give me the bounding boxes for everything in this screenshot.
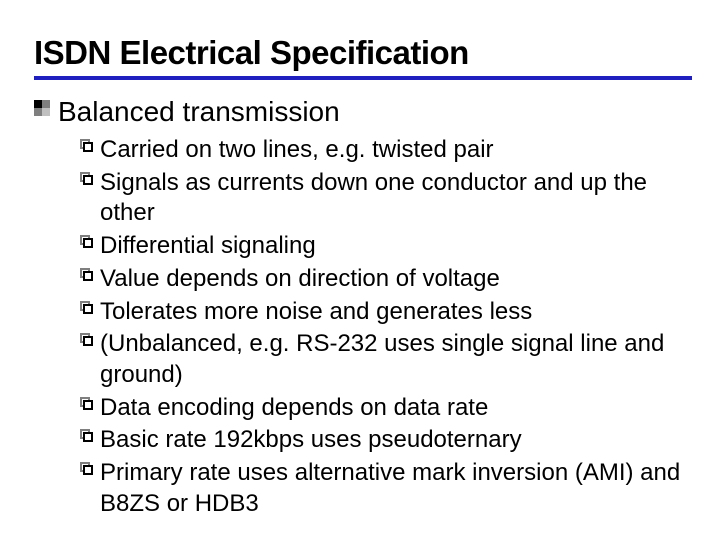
y-bullet-icon [80,333,94,347]
y-bullet-icon [80,139,94,153]
bullet-level2: Signals as currents down one conductor a… [80,168,692,229]
slide-title: ISDN Electrical Specification [34,34,692,80]
bullet-level2: Data encoding depends on data rate [80,393,692,424]
bullet-level2: Primary rate uses alternative mark inver… [80,458,692,519]
y-bullet-icon [80,235,94,249]
bullet-level2-text: Data encoding depends on data rate [100,393,488,424]
bullet-level1-text: Balanced transmission [58,94,340,129]
bullet-level2-text: Basic rate 192kbps uses pseudoternary [100,425,522,456]
slide-body: Balanced transmission Carried on two line… [34,94,692,520]
bullet-level2-text: Value depends on direction of voltage [100,264,500,295]
bullet-level2: (Unbalanced, e.g. RS-232 uses single sig… [80,329,692,390]
y-bullet-icon [80,301,94,315]
bullet-level2: Tolerates more noise and generates less [80,297,692,328]
bullet-level2: Differential signaling [80,231,692,262]
bullet-level2-text: Carried on two lines, e.g. twisted pair [100,135,494,166]
sub-list: Carried on two lines, e.g. twisted pairS… [80,135,692,520]
bullet-level1: Balanced transmission [34,94,692,129]
z-bullet-icon [34,100,50,116]
slide: ISDN Electrical Specification Balanced t… [0,0,720,540]
bullet-level2-text: Tolerates more noise and generates less [100,297,532,328]
y-bullet-icon [80,429,94,443]
bullet-level2: Carried on two lines, e.g. twisted pair [80,135,692,166]
bullet-level2: Value depends on direction of voltage [80,264,692,295]
bullet-level2-text: Primary rate uses alternative mark inver… [100,458,692,519]
bullet-level2: Basic rate 192kbps uses pseudoternary [80,425,692,456]
y-bullet-icon [80,397,94,411]
y-bullet-icon [80,268,94,282]
y-bullet-icon [80,462,94,476]
bullet-level2-text: (Unbalanced, e.g. RS-232 uses single sig… [100,329,692,390]
bullet-level2-text: Signals as currents down one conductor a… [100,168,692,229]
bullet-level2-text: Differential signaling [100,231,316,262]
y-bullet-icon [80,172,94,186]
